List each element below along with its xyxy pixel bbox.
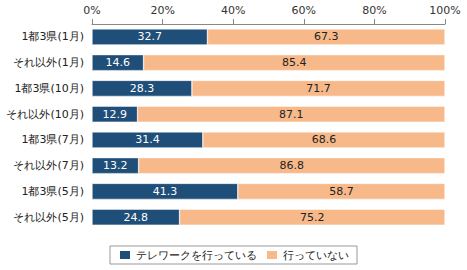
svg-text:12.9: 12.9 bbox=[103, 108, 128, 121]
svg-text:1都3県(5月): 1都3県(5月) bbox=[21, 185, 84, 198]
svg-text:それ以外(1月): それ以外(1月) bbox=[13, 56, 84, 69]
svg-text:14.6: 14.6 bbox=[106, 56, 131, 69]
svg-text:28.3: 28.3 bbox=[130, 82, 155, 95]
svg-text:それ以外(7月): それ以外(7月) bbox=[13, 159, 84, 172]
svg-text:58.7: 58.7 bbox=[329, 185, 354, 198]
svg-text:20%: 20% bbox=[150, 4, 174, 17]
svg-text:32.7: 32.7 bbox=[137, 30, 162, 43]
svg-text:80%: 80% bbox=[362, 4, 386, 17]
svg-text:85.4: 85.4 bbox=[282, 56, 307, 69]
svg-text:100%: 100% bbox=[429, 4, 460, 17]
svg-text:67.3: 67.3 bbox=[314, 30, 339, 43]
svg-text:1都3県(7月): 1都3県(7月) bbox=[21, 133, 84, 146]
svg-text:それ以外(5月): それ以外(5月) bbox=[13, 211, 84, 224]
svg-text:60%: 60% bbox=[292, 4, 316, 17]
svg-text:68.6: 68.6 bbox=[312, 133, 337, 146]
svg-text:テレワークを行っている: テレワークを行っている bbox=[136, 249, 257, 262]
svg-text:13.2: 13.2 bbox=[103, 159, 128, 172]
svg-text:41.3: 41.3 bbox=[153, 185, 178, 198]
svg-text:0%: 0% bbox=[83, 4, 100, 17]
svg-text:それ以外(10月): それ以外(10月) bbox=[6, 108, 84, 121]
svg-text:24.8: 24.8 bbox=[124, 211, 149, 224]
svg-text:31.4: 31.4 bbox=[135, 133, 160, 146]
svg-text:87.1: 87.1 bbox=[279, 108, 304, 121]
svg-text:75.2: 75.2 bbox=[300, 211, 325, 224]
svg-text:86.8: 86.8 bbox=[280, 159, 305, 172]
svg-text:1都3県(10月): 1都3県(10月) bbox=[14, 82, 84, 95]
svg-text:40%: 40% bbox=[221, 4, 245, 17]
svg-text:71.7: 71.7 bbox=[306, 82, 331, 95]
svg-text:行っていない: 行っていない bbox=[283, 249, 349, 262]
svg-text:1都3県(1月): 1都3県(1月) bbox=[21, 30, 84, 43]
